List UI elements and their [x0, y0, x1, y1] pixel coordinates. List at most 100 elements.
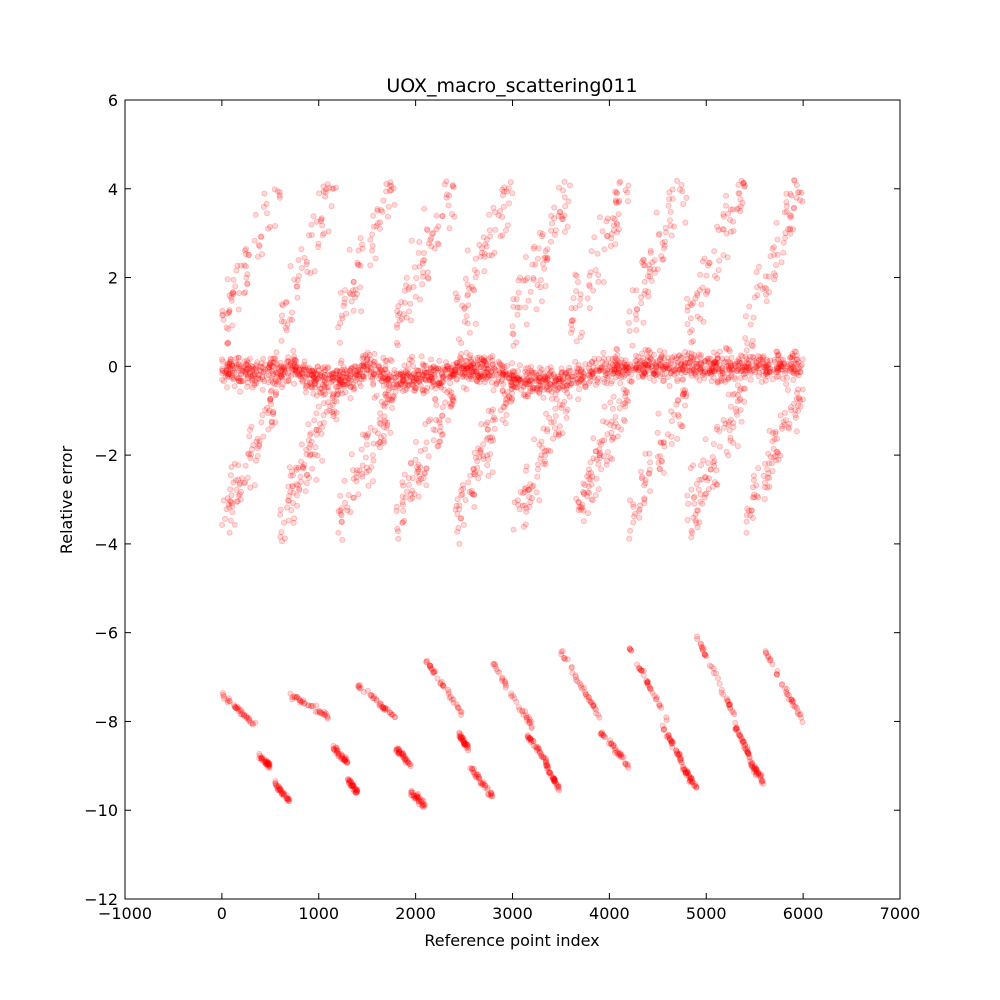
data-point: [789, 354, 796, 361]
data-point: [259, 411, 266, 418]
data-point: [496, 360, 503, 367]
data-point: [754, 362, 761, 369]
data-point: [601, 246, 608, 253]
data-point: [645, 273, 652, 280]
data-point: [376, 420, 383, 427]
data-point: [293, 363, 300, 370]
data-point: [572, 271, 579, 278]
data-point: [594, 250, 601, 257]
data-point: [278, 312, 285, 319]
data-point: [348, 298, 355, 305]
data-point: [394, 372, 401, 379]
data-point: [486, 211, 493, 218]
data-point: [431, 395, 438, 402]
data-point: [717, 372, 724, 379]
data-point: [647, 356, 654, 363]
data-point: [317, 372, 324, 379]
data-point: [237, 377, 244, 384]
data-point: [683, 369, 690, 376]
data-point: [285, 377, 292, 384]
data-point: [443, 366, 450, 373]
data-point: [283, 298, 290, 305]
data-point: [457, 354, 464, 361]
data-point: [587, 459, 594, 466]
data-point: [559, 430, 566, 437]
data-point: [382, 363, 389, 370]
data-point: [767, 366, 774, 373]
data-point: [635, 373, 642, 380]
data-point: [510, 296, 517, 303]
data-point: [472, 255, 479, 262]
data-point: [410, 363, 417, 370]
data-point: [618, 363, 625, 370]
data-point: [256, 363, 263, 370]
data-point: [252, 719, 259, 726]
data-point: [416, 238, 423, 245]
data-point: [797, 397, 804, 404]
data-point: [575, 506, 582, 513]
data-point: [686, 359, 693, 366]
data-point: [291, 353, 298, 360]
data-point: [634, 306, 641, 313]
data-point: [421, 362, 428, 369]
data-point: [484, 362, 491, 369]
data-point: [287, 372, 294, 379]
data-point: [447, 373, 454, 380]
data-point: [311, 374, 318, 381]
data-point: [423, 439, 430, 446]
data-point: [727, 364, 734, 371]
data-point: [412, 385, 419, 392]
data-point: [709, 483, 716, 490]
data-point: [614, 229, 621, 236]
data-point: [388, 377, 395, 384]
data-point: [744, 744, 751, 751]
data-point: [637, 364, 644, 371]
x-tick-label: 2000: [395, 904, 436, 923]
data-point: [402, 380, 409, 387]
data-point: [747, 376, 754, 383]
data-point: [417, 296, 424, 303]
data-point: [442, 359, 449, 366]
data-point: [314, 370, 321, 377]
data-point: [513, 339, 520, 346]
data-point: [342, 377, 349, 384]
data-point: [226, 360, 233, 367]
data-point: [227, 472, 234, 479]
data-point: [688, 372, 695, 379]
data-point: [788, 404, 795, 411]
data-point: [423, 465, 430, 472]
data-point: [692, 371, 699, 378]
data-point: [646, 470, 653, 477]
data-point: [595, 486, 602, 493]
data-point: [793, 705, 800, 712]
data-point: [671, 411, 678, 418]
data-point: [738, 352, 745, 359]
data-point: [442, 399, 449, 406]
data-point: [322, 366, 329, 373]
data-point: [334, 376, 341, 383]
data-point: [255, 443, 262, 450]
data-point: [778, 363, 785, 370]
data-point: [538, 452, 545, 459]
data-point: [552, 377, 559, 384]
data-point: [371, 371, 378, 378]
data-point: [456, 359, 463, 366]
data-point: [711, 368, 718, 375]
data-point: [405, 481, 412, 488]
data-point: [485, 426, 492, 433]
data-point: [292, 366, 299, 373]
data-point: [586, 281, 593, 288]
data-point: [576, 680, 583, 687]
data-point: [428, 383, 435, 390]
data-point: [307, 371, 314, 378]
data-point: [292, 363, 299, 370]
data-point: [668, 418, 675, 425]
data-point: [761, 284, 768, 291]
data-point: [714, 275, 721, 282]
data-point: [300, 464, 307, 471]
data-point: [399, 377, 406, 384]
data-point: [492, 226, 499, 233]
data-point: [751, 477, 758, 484]
data-point: [341, 366, 348, 373]
data-point: [245, 450, 252, 457]
